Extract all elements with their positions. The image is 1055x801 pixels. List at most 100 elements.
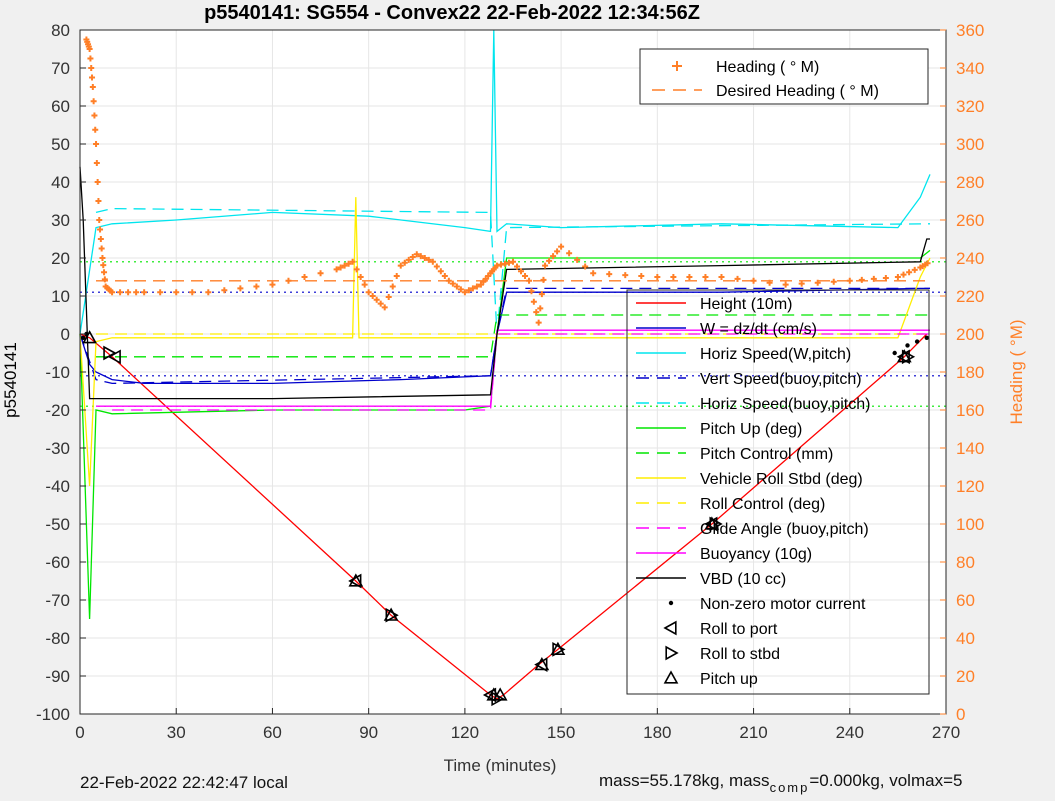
y-tick-label-right: 360 [956,21,984,40]
footer-mass-info: mass=55.178kg, masscomp=0.000kg, volmax=… [599,771,962,795]
heading-point [93,160,100,166]
y-tick-label-right: 80 [956,553,975,572]
heading-point [157,289,164,296]
y-tick-label-left: -80 [45,629,70,648]
heading-point [401,259,408,266]
y-tick-label-left: -10 [45,363,70,382]
y-tick-label-left: 50 [51,135,70,154]
x-tick-label: 240 [836,723,864,742]
roll-port-marker [704,516,718,532]
roll-stbd-marker [901,349,916,365]
pitch-up-marker [348,573,364,587]
heading-point [357,274,364,280]
heading-point [301,274,308,280]
y-tick-label-right: 60 [956,591,975,610]
heading-point [654,274,661,280]
heading-point [830,278,837,285]
heading-point [237,285,244,292]
y-tick-label-right: 300 [956,135,984,154]
y-tick-label-right: 320 [956,97,984,116]
motor-current-point [924,335,929,340]
roll-stbd-marker [552,642,566,657]
legend-main-entry: Vert Speed(buoy,pitch) [700,371,862,388]
series-vert-speed-buoy-pitch [79,287,930,385]
heading-point [906,269,913,276]
legend-main-entry: Height (10m) [700,296,792,313]
heading-point [554,248,561,255]
motor-current-point [81,335,86,340]
series-horiz-speed-w-pitch [79,29,931,335]
y-tick-label-right: 40 [956,629,975,648]
heading-point [99,255,106,261]
heading-point [97,226,104,233]
markers-group [81,330,929,707]
y-tick-label-left: 20 [51,249,70,268]
heading-point [349,258,356,265]
heading-point [133,289,140,296]
heading-point [109,289,116,296]
legend-main-box [626,289,930,695]
x-tick-label: 90 [359,723,378,742]
heading-point [253,283,260,290]
y-tick-label-right: 140 [956,439,984,458]
heading-point [858,276,865,283]
heading-point [93,141,100,147]
heading-point [461,289,468,296]
heading-point [337,264,344,271]
heading-point [421,255,428,261]
legend-main-entry: Non-zero motor current [700,596,866,613]
heading-point [537,305,544,312]
heading-point [373,296,380,303]
heading-point [91,112,98,119]
pitch-up-marker [534,656,550,671]
heading-point [101,269,108,276]
heading-point [734,275,741,282]
x-tick-label: 210 [739,723,767,742]
legend-main-entry: W = dz/dt (cm/s) [700,321,817,338]
heading-point [96,217,103,223]
roll-port-marker [534,657,548,672]
y-tick-label-right: 280 [956,173,984,192]
heading-point [221,287,228,294]
series-horiz-speed-buoy-pitch [95,207,931,335]
heading-point [924,260,931,267]
heading-point [205,289,212,296]
x-tick-label: 150 [547,723,575,742]
legend-swatch [663,620,677,636]
heading-point [453,283,460,290]
heading-point [894,274,901,280]
legend-main-entry: Horiz Speed(buoy,pitch) [700,396,870,413]
y-axis-label-right: Heading ( °M) [1007,319,1026,424]
heading-point [189,289,196,296]
roll-port-marker [896,349,910,365]
y-tick-label-right: 200 [956,325,984,344]
heading-point [397,262,404,269]
heading-point [269,281,276,288]
heading-point [125,289,132,296]
legend-main-entry: Pitch Up (deg) [700,421,802,438]
y-tick-label-left: 10 [51,287,70,306]
heading-point [117,289,124,296]
heading-point [465,287,472,294]
heading-point [574,256,581,263]
heading-point [530,298,537,305]
heading-point [365,289,372,296]
y-tick-label-left: 80 [51,21,70,40]
series-pitch-control-mm [96,314,930,358]
heading-point [900,271,907,278]
heading-point [622,272,629,279]
heading-point [686,274,693,280]
legend-main-entry: Buoyancy (10g) [700,546,812,563]
series-glide-angle-buoy-pitch [112,333,930,411]
axes: 0 30 60 90 120 150 180 210 240 270-100-90-80-70-6… [36,21,984,742]
heading-point [437,268,444,275]
y-tick-label-left: 70 [51,59,70,78]
heading-point [606,271,613,278]
heading-point [89,84,96,90]
heading-point [670,274,677,280]
motor-current-point [914,339,920,344]
heading-point [413,251,420,258]
heading-point [86,46,93,52]
footer-volmax: =0.000kg, volmax=5 [809,771,963,790]
